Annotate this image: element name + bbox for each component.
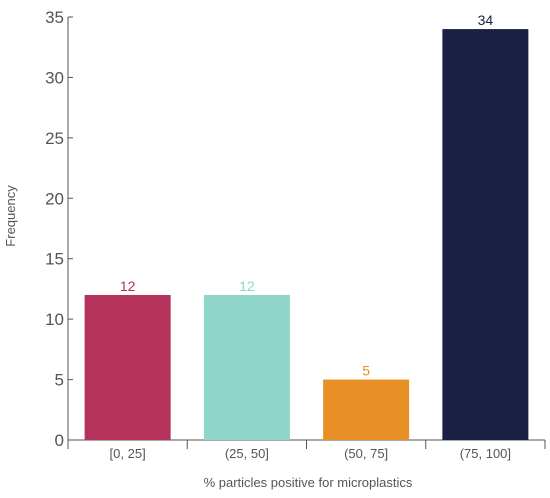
bars (84, 29, 529, 440)
y-tick-label: 15 (45, 250, 64, 269)
data-label: 12 (239, 278, 255, 294)
y-tick-label: 5 (55, 371, 64, 390)
x-tick-label: (50, 75] (344, 446, 388, 461)
y-axis-title: Frequency (3, 185, 18, 247)
y-tick-label: 30 (45, 68, 64, 87)
x-axis-title: % particles positive for microplastics (204, 475, 413, 490)
bar (323, 379, 410, 440)
y-tick-label: 0 (55, 431, 64, 450)
x-tick-label: [0, 25] (110, 446, 146, 461)
x-tick-label: (75, 100] (460, 446, 511, 461)
data-label: 12 (120, 278, 136, 294)
bar (84, 294, 171, 440)
data-label: 34 (478, 12, 494, 28)
bar (203, 294, 290, 440)
x-axis: [0, 25] (25, 50] (50, 75] (75, 100] (67, 439, 546, 461)
y-tick-label: 20 (45, 189, 64, 208)
data-label: 5 (362, 363, 370, 379)
data-labels: 12 12 5 34 (120, 12, 494, 378)
y-tick-label: 35 (45, 8, 64, 27)
bar (442, 29, 529, 440)
x-tick-label: (25, 50] (225, 446, 269, 461)
y-tick-label: 25 (45, 129, 64, 148)
y-axis: 0 5 10 15 20 25 30 35 (45, 8, 73, 450)
y-tick-label: 10 (45, 310, 64, 329)
